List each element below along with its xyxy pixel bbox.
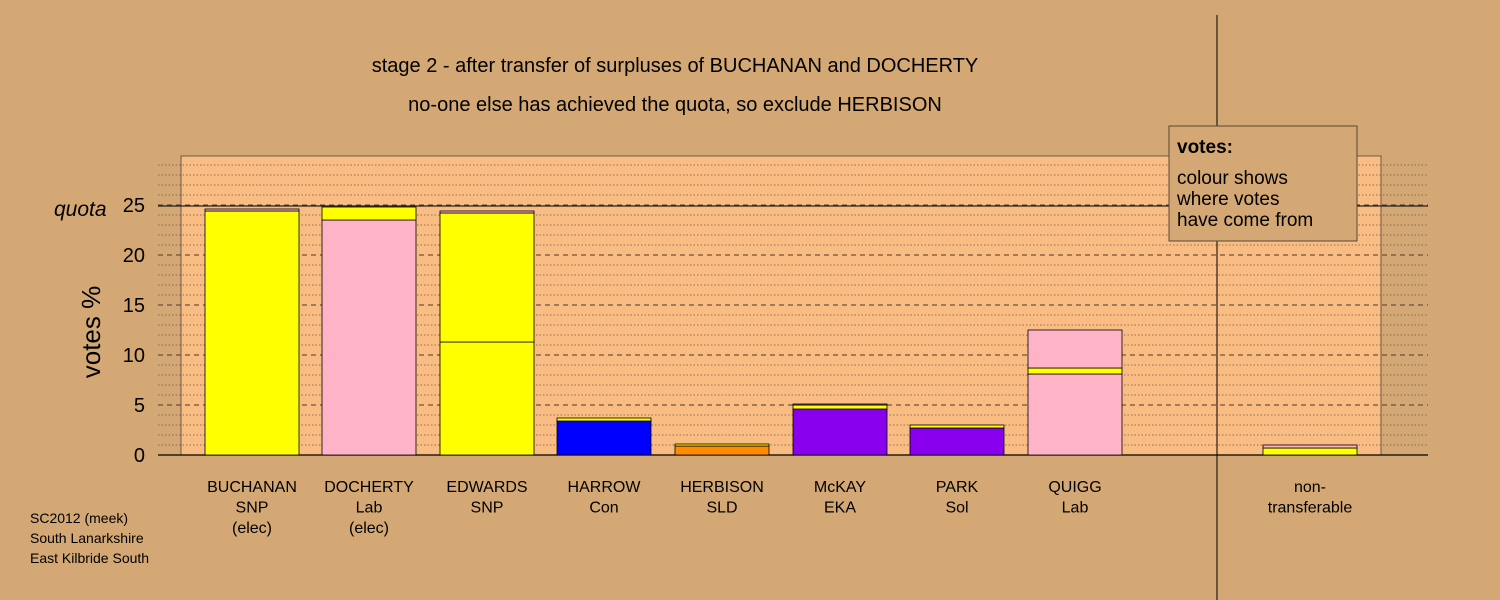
footer-info: SC2012 (meek) South Lanarkshire East Kil… — [30, 508, 149, 568]
bar-park-label: Sol — [945, 500, 968, 517]
legend-line-1: colour shows — [1177, 168, 1288, 189]
bar-nontransferable-segment — [1262, 447, 1358, 456]
bar-docherty-segment — [321, 219, 417, 456]
bar-mckay-segment — [792, 404, 888, 410]
bar-docherty-segment — [321, 206, 417, 221]
bar-edwards-label: SNP — [471, 500, 504, 517]
y-tick-label: 0 — [134, 445, 145, 467]
y-axis-label: votes % — [76, 286, 106, 379]
y-tick-label: 20 — [123, 245, 145, 267]
bar-mckay-label: EKA — [824, 500, 856, 517]
bar-edwards-label: EDWARDS — [446, 479, 527, 496]
bar-nontransferable-label: transferable — [1268, 500, 1353, 517]
bar-quigg-segment — [1027, 367, 1123, 375]
bar-buchanan-segment — [204, 208, 300, 212]
bar-quigg-segment — [1027, 329, 1123, 369]
footer-line-1: SC2012 (meek) — [30, 510, 129, 526]
legend-line-2: where votes — [1176, 189, 1279, 210]
bar-herbison-label: HERBISON — [680, 479, 764, 496]
quota-label: quota — [54, 198, 107, 221]
bar-herbison-label: SLD — [706, 500, 737, 517]
bar-quigg-label: QUIGG — [1048, 479, 1101, 496]
bar-quigg-label: Lab — [1062, 500, 1089, 517]
bar-mckay-label: McKAY — [814, 479, 866, 496]
bar-docherty-label: DOCHERTY — [324, 479, 414, 496]
bar-buchanan-label: BUCHANAN — [207, 479, 297, 496]
bar-harrow-segment — [556, 420, 652, 456]
bar-park-label: PARK — [936, 479, 979, 496]
bar-harrow-segment — [556, 417, 652, 422]
bar-nontransferable-segment — [1262, 444, 1358, 449]
bar-buchanan-label: (elec) — [232, 520, 272, 537]
footer-line-3: East Kilbride South — [30, 550, 150, 566]
bar-harrow-label: HARROW — [568, 479, 642, 496]
bar-mckay-segment — [792, 408, 888, 456]
bar-nontransferable-label: non- — [1294, 479, 1326, 496]
y-tick-label: 25 — [123, 195, 145, 217]
bar-harrow-label: Con — [589, 500, 618, 517]
y-tick-label: 10 — [123, 345, 145, 367]
bar-herbison-segment — [674, 445, 770, 456]
y-tick-label: 15 — [123, 295, 145, 317]
bar-quigg-segment — [1027, 373, 1123, 456]
chart-title: stage 2 - after transfer of surpluses of… — [372, 55, 979, 77]
bar-park-segment — [909, 427, 1005, 456]
footer-line-2: South Lanarkshire — [30, 530, 144, 546]
legend-heading: votes: — [1177, 137, 1233, 158]
bar-edwards-segment — [439, 212, 535, 343]
bar-edwards-segment — [439, 210, 535, 214]
chart-subtitle: no-one else has achieved the quota, so e… — [408, 94, 942, 116]
legend-line-3: have come from — [1177, 210, 1313, 231]
bar-edwards-segment — [439, 341, 535, 456]
y-tick-label: 5 — [134, 395, 145, 417]
bar-buchanan-segment — [204, 210, 300, 456]
bar-herbison-segment — [674, 443, 770, 447]
bar-docherty-label: (elec) — [349, 520, 389, 537]
legend-box: votes: colour shows where votes have com… — [1168, 125, 1358, 242]
bar-park-segment — [909, 424, 1005, 429]
bar-docherty-label: Lab — [356, 500, 383, 517]
bar-mckay-segment — [792, 403, 888, 406]
bar-buchanan-label: SNP — [236, 500, 269, 517]
